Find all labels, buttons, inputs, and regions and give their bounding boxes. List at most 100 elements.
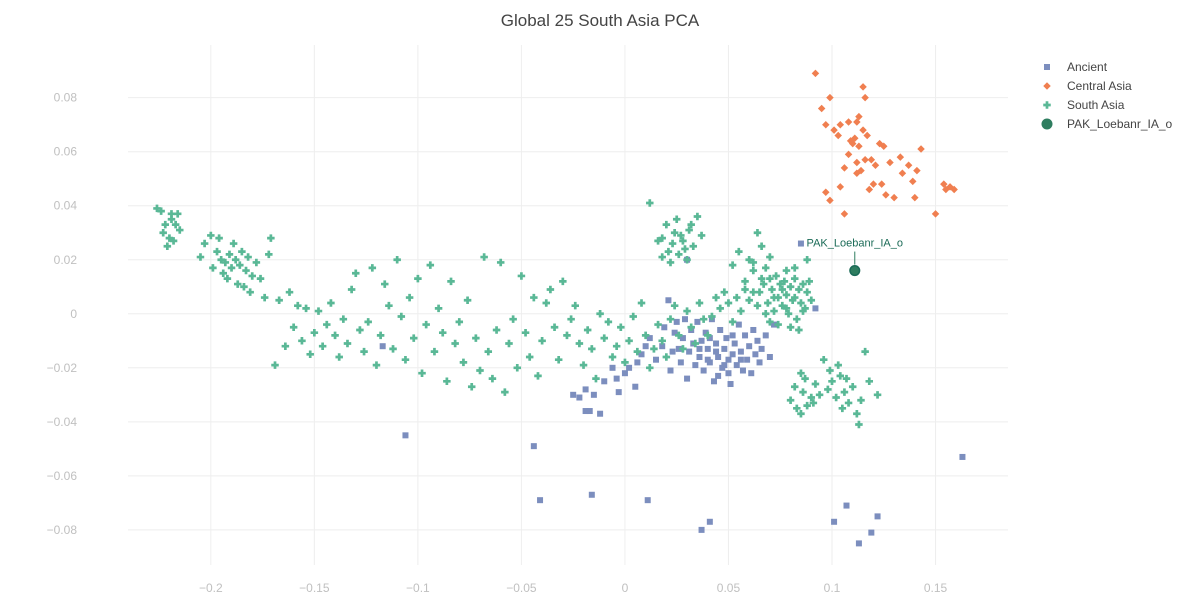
point-south-asia — [608, 353, 617, 361]
point-ancient — [609, 364, 616, 371]
point-south-asia — [538, 337, 546, 345]
point-central-asia — [822, 120, 830, 129]
point-south-asia — [405, 293, 414, 302]
point-south-asia — [848, 382, 857, 391]
point-south-asia — [745, 296, 753, 305]
point-south-asia — [741, 285, 749, 294]
point-ancient — [729, 332, 736, 339]
point-south-asia — [169, 237, 178, 245]
point-south-asia — [693, 212, 702, 221]
point-ancient — [686, 348, 693, 355]
point-south-asia — [163, 242, 172, 250]
point-ancient — [843, 502, 850, 509]
point-south-asia — [352, 269, 360, 278]
point-central-asia — [909, 177, 917, 186]
point-ancient — [704, 356, 711, 363]
point-ancient — [715, 372, 722, 379]
legend-item-pak-loebanr-ia-o[interactable]: PAK_Loebanr_IA_o — [1041, 117, 1173, 131]
legend-item-central-asia[interactable]: Central Asia — [1043, 79, 1132, 93]
point-south-asia — [447, 277, 455, 286]
point-south-asia — [171, 220, 180, 229]
legend-label-ancient: Ancient — [1067, 60, 1108, 74]
legend[interactable]: Ancient Central Asia South Asia PAK_Loebanr… — [1041, 60, 1173, 131]
point-ancient — [874, 513, 881, 520]
point-south-asia — [697, 231, 706, 240]
point-south-asia — [221, 258, 230, 267]
point-south-asia — [695, 299, 704, 307]
point-south-asia — [677, 231, 685, 240]
point-south-asia — [766, 253, 774, 261]
point-south-asia — [271, 361, 279, 369]
point-south-asia — [409, 334, 418, 342]
series-central-asia — [811, 69, 958, 218]
point-ancient — [739, 367, 746, 374]
point-south-asia — [165, 234, 174, 242]
point-central-asia — [913, 166, 921, 175]
point-central-asia — [855, 112, 863, 121]
legend-item-south-asia[interactable]: South Asia — [1043, 98, 1125, 112]
point-south-asia — [368, 264, 377, 272]
point-south-asia — [809, 399, 818, 407]
legend-item-ancient[interactable]: Ancient — [1044, 60, 1108, 74]
point-ancient — [710, 378, 717, 385]
legend-marker-ancient — [1044, 64, 1050, 70]
point-south-asia — [501, 388, 509, 396]
point-central-asia — [869, 180, 878, 188]
point-south-asia — [801, 304, 809, 313]
point-south-asia — [650, 345, 658, 353]
point-south-asia — [612, 342, 621, 350]
point-south-asia — [401, 355, 410, 364]
point-ancient — [715, 354, 722, 360]
point-central-asia — [911, 193, 919, 202]
point-south-asia — [265, 250, 273, 259]
point-south-asia — [861, 347, 869, 356]
point-south-asia — [819, 355, 828, 364]
point-south-asia — [579, 361, 588, 369]
point-south-asia — [306, 350, 314, 359]
point-ancient — [677, 359, 684, 366]
point-south-asia — [252, 258, 261, 267]
point-south-asia — [786, 396, 795, 404]
y-tick-label: 0.08 — [54, 91, 78, 105]
point-south-asia — [766, 274, 774, 283]
y-tick-label: −0.06 — [47, 469, 78, 483]
point-south-asia — [372, 361, 381, 369]
point-south-asia — [832, 393, 840, 402]
point-south-asia — [546, 285, 555, 294]
point-ancient — [868, 529, 875, 536]
point-south-asia — [592, 374, 600, 383]
point-central-asia — [836, 120, 845, 129]
point-south-asia — [807, 393, 816, 402]
point-ancient — [706, 518, 713, 525]
point-ancient — [713, 348, 720, 355]
point-south-asia — [513, 364, 522, 372]
point-south-asia — [658, 337, 666, 345]
point-south-asia — [824, 385, 832, 394]
point-south-asia — [772, 272, 780, 280]
point-central-asia — [890, 193, 898, 202]
point-central-asia — [861, 156, 869, 164]
point-ancient — [586, 408, 593, 415]
point-south-asia — [753, 301, 762, 310]
point-south-asia — [215, 234, 223, 242]
point-south-asia — [173, 210, 182, 218]
point-south-asia — [637, 299, 646, 307]
point-ancient — [667, 367, 674, 374]
point-south-asia — [617, 323, 625, 332]
point-ancient — [402, 432, 409, 439]
point-ancient — [582, 408, 589, 415]
point-ancient — [812, 305, 819, 312]
point-south-asia — [629, 312, 637, 321]
point-south-asia — [327, 299, 335, 307]
point-south-asia — [799, 280, 807, 288]
point-south-asia — [459, 358, 468, 367]
legend-marker-pak-loebanr-ia-o — [1041, 118, 1053, 130]
point-ancient — [737, 348, 744, 355]
point-ancient — [665, 297, 672, 304]
point-south-asia — [757, 274, 766, 283]
point-south-asia — [790, 264, 799, 272]
point-ancient — [700, 367, 707, 374]
point-south-asia — [583, 326, 592, 334]
point-south-asia — [654, 237, 662, 245]
